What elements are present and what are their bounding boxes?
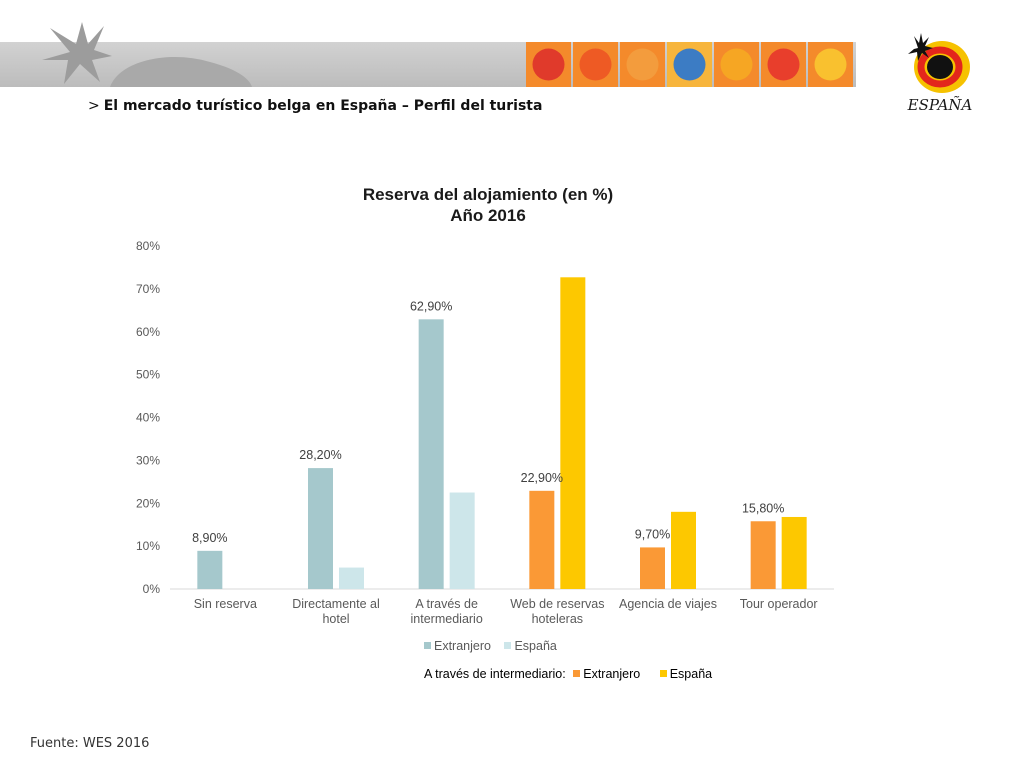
data-label: 9,70% [635, 527, 670, 541]
banner-tile-sun-icon [673, 48, 706, 81]
legend-swatch [573, 670, 581, 677]
legend-swatch [424, 642, 431, 649]
banner-tile-sun-icon [720, 48, 753, 81]
bar-extranjero [418, 319, 444, 589]
data-label: 62,90% [410, 299, 452, 313]
x-tick-label: Tour operador [740, 597, 818, 611]
legend-label: España [669, 667, 713, 681]
logo-wordmark: ESPAÑA [907, 96, 973, 114]
chart-legend-secondary: A través de intermediario: Extranjero Es… [424, 667, 722, 681]
banner-tile-sun-icon [814, 48, 847, 81]
x-tick-label: Agencia de viajes [619, 597, 717, 611]
header-banner [0, 22, 856, 87]
y-tick-label: 80% [136, 239, 160, 253]
x-tick-label: hotel [322, 612, 349, 626]
bar-extranjero [529, 490, 555, 589]
bar-espana [339, 567, 364, 589]
y-tick-label: 60% [136, 325, 160, 339]
logo-ring [917, 46, 963, 88]
y-tick-label: 10% [136, 539, 160, 553]
x-tick-label: A través de [415, 597, 478, 611]
breadcrumb-chevron: > [88, 98, 100, 114]
logo-star-icon [908, 33, 933, 61]
bar-espana [449, 492, 475, 589]
chart-title-line-2: Año 2016 [450, 206, 526, 225]
banner-tile-sun-icon [579, 48, 612, 81]
x-tick-label: Sin reserva [194, 597, 257, 611]
banner-tile-sun-icon [626, 48, 659, 81]
banner-sun-silhouette [110, 56, 252, 87]
legend-swatch [504, 642, 512, 649]
bar-extranjero [197, 550, 223, 589]
y-tick-label: 50% [136, 368, 160, 382]
x-tick-label: Directamente al [292, 597, 380, 611]
bar-espana [560, 277, 586, 589]
legend-item-intermediario-extranjero: Extranjero [573, 667, 640, 681]
legend-label: Extranjero [583, 667, 641, 681]
legend-item-espana: España [504, 639, 557, 653]
data-label: 8,90% [192, 531, 227, 545]
breadcrumb: > El mercado turístico belga en España – … [88, 98, 542, 114]
data-label: 22,90% [521, 471, 563, 485]
page-title: El mercado turístico belga en España – P… [103, 98, 543, 114]
bar-extranjero [750, 521, 776, 589]
y-tick-label: 30% [136, 453, 160, 467]
chart-title: Reserva del alojamiento (en %) Año 2016 [338, 184, 638, 226]
x-tick-label: Web de reservas [510, 597, 604, 611]
legend-label: Extranjero [434, 639, 491, 653]
chart-title-line-1: Reserva del alojamiento (en %) [362, 185, 614, 204]
bar-espana [781, 516, 807, 589]
bar-extranjero [308, 468, 333, 589]
source-note: Fuente: WES 2016 [30, 736, 150, 751]
logo-center [927, 55, 953, 79]
banner-tiles [526, 42, 853, 87]
legend-swatch [659, 670, 667, 677]
y-tick-label: 0% [143, 582, 161, 596]
y-tick-label: 40% [136, 411, 160, 425]
legend-item-extranjero: Extranjero [424, 639, 491, 653]
y-tick-label: 20% [136, 496, 160, 510]
data-label: 28,20% [299, 448, 341, 462]
bar-extranjero [640, 547, 665, 589]
chart-legend: Extranjero España [424, 639, 567, 653]
banner-tile-sun-icon [532, 48, 565, 81]
legend-secondary-label: A través de intermediario: [424, 667, 566, 681]
bar-chart: 0% 10% 20% 30% 40% 50% 60% 70% 80% 8,90% Sin reser… [136, 239, 834, 626]
banner-star-icon [42, 22, 112, 84]
y-tick-label: 70% [136, 282, 160, 296]
bar-espana [671, 511, 696, 589]
legend-item-intermediario-espana: España [659, 667, 713, 681]
x-tick-label: intermediario [411, 612, 483, 626]
banner-tile-sun-icon [767, 48, 800, 81]
x-tick-label: hoteleras [532, 612, 583, 626]
data-label: 15,80% [742, 501, 784, 515]
legend-label: España [514, 639, 557, 653]
espana-logo: ESPAÑA [907, 33, 973, 114]
